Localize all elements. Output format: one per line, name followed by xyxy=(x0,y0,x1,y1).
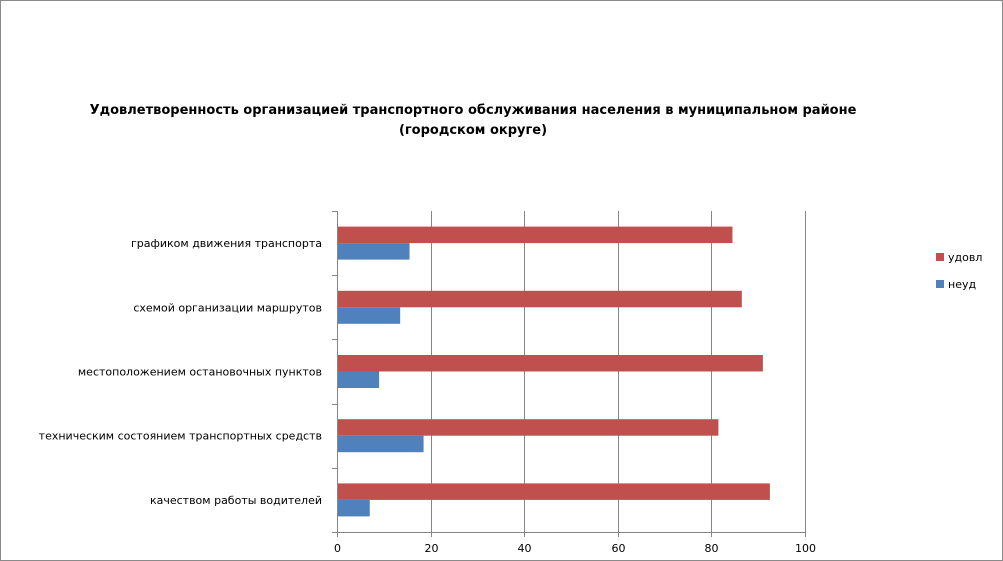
bar-удовл-2 xyxy=(338,290,742,308)
x-tick-label-20: 20 xyxy=(425,542,439,555)
bar-неуд-4 xyxy=(338,435,424,453)
x-tick-label-40: 40 xyxy=(518,542,532,555)
x-tick-label-60: 60 xyxy=(612,542,626,555)
legend-swatch-неуд xyxy=(936,280,944,288)
bar-удовл-3 xyxy=(338,355,763,372)
x-tick-label-80: 80 xyxy=(705,542,719,555)
category-label-5: качеством работы водителей xyxy=(150,494,322,507)
bar-неуд-2 xyxy=(338,307,401,324)
bar-удовл-5 xyxy=(338,483,770,500)
legend-label-удовл: удовл xyxy=(948,251,982,264)
chart-title-line-1: Удовлетворенность организацией транспорт… xyxy=(90,103,857,118)
legend: удовл неуд xyxy=(936,251,982,291)
chart-title-line-2: (городском округе) xyxy=(399,123,547,138)
category-label-1: графиком движения транспорта xyxy=(131,237,322,250)
x-tick-labels: 0 20 40 60 80 100 xyxy=(334,542,816,555)
bar-удовл-4 xyxy=(338,419,719,436)
x-tick-label-0: 0 xyxy=(334,542,341,555)
axes xyxy=(332,211,806,537)
category-labels: графиком движения транспорта схемой орган… xyxy=(39,237,322,507)
bar-неуд-1 xyxy=(338,243,410,260)
bar-удовл-1 xyxy=(338,226,733,244)
bar-неуд-5 xyxy=(338,499,370,517)
category-label-3: местоположением остановочных пунктов xyxy=(78,366,322,379)
legend-label-неуд: неуд xyxy=(948,278,976,291)
bars xyxy=(338,226,770,517)
bar-неуд-3 xyxy=(338,371,380,388)
category-label-2: схемой организации маршрутов xyxy=(133,301,322,314)
category-label-4: техническим состоянием транспортных сред… xyxy=(39,430,322,443)
legend-swatch-удовл xyxy=(936,253,944,261)
x-tick-label-100: 100 xyxy=(795,542,816,555)
